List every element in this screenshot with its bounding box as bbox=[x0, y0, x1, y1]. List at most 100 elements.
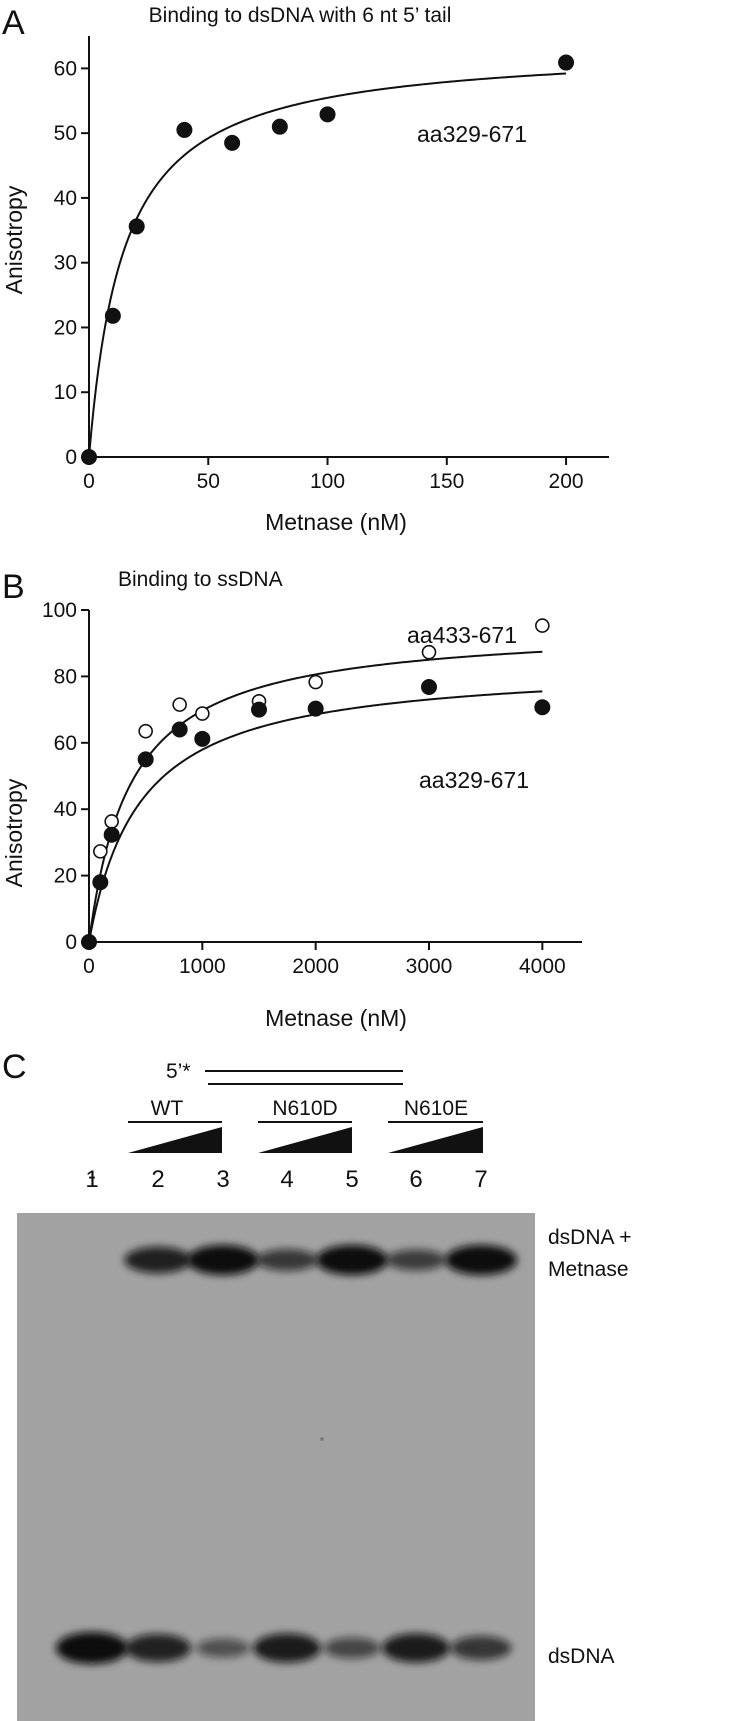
panel-b-data-point-aa433-671 bbox=[93, 844, 108, 859]
panel-c-gel-figure: C 5’* WT N610D N610E - 1 2 3 4 5 6 7 dsDNA + Met… bbox=[2, 1048, 631, 1721]
panel-a-data-point-aa329-671 bbox=[81, 449, 97, 465]
band-label-complex-line2: Metnase bbox=[548, 1258, 629, 1281]
band-complex-lane-3 bbox=[187, 1245, 259, 1275]
lane-group-N610D: N610D bbox=[258, 1097, 352, 1153]
lane-number-7: 7 bbox=[474, 1166, 487, 1193]
band-complex-lane-7 bbox=[445, 1245, 517, 1275]
panel-b-title: Binding to ssDNA bbox=[118, 568, 283, 591]
band-label-complex-line1: dsDNA + bbox=[548, 1226, 631, 1249]
panel-a-fit-curve-aa329-671 bbox=[88, 72, 567, 458]
lane-numbers: 1 2 3 4 5 6 7 bbox=[85, 1166, 487, 1193]
lane-group-N610E: N610E bbox=[388, 1097, 483, 1153]
panel-a-y-tick-label: 30 bbox=[54, 252, 77, 275]
panel-a-x-tick-label: 50 bbox=[197, 470, 220, 493]
panel-b-y-tick-label: 80 bbox=[54, 665, 77, 688]
panel-b-y-tick-label: 20 bbox=[54, 865, 77, 888]
lane-number-5: 5 bbox=[345, 1166, 358, 1193]
band-free-lane-6 bbox=[382, 1633, 450, 1663]
panel-b-fit-curve-aa329-671 bbox=[88, 690, 543, 943]
panel-a-chart: A Binding to dsDNA with 6 nt 5’ tail Ani… bbox=[1, 4, 609, 535]
band-free-lane-1 bbox=[56, 1632, 128, 1664]
panel-c-letter: C bbox=[2, 1048, 27, 1086]
panel-b-y-tick-label: 60 bbox=[54, 732, 77, 755]
panel-b-series-label-aa433-671: aa433-671 bbox=[407, 622, 517, 648]
panel-a-y-tick-label: 20 bbox=[54, 316, 77, 339]
panel-b-y-tick-label: 100 bbox=[42, 599, 77, 622]
lane-groups: WT N610D N610E bbox=[128, 1097, 483, 1153]
panel-b-data-point-aa329-671 bbox=[534, 699, 551, 716]
panel-b-chart: B Binding to ssDNA Anisotropy Metnase (n… bbox=[1, 568, 582, 1031]
panel-b-data-point-aa433-671 bbox=[195, 706, 210, 721]
band-label-free: dsDNA bbox=[548, 1645, 615, 1668]
concentration-wedge-WT bbox=[128, 1127, 222, 1153]
panel-a-y-tick-label: 10 bbox=[54, 381, 77, 404]
lane-group-WT: WT bbox=[128, 1097, 222, 1153]
panel-b-data-point-aa329-671 bbox=[251, 701, 267, 718]
panel-b-data-point-aa329-671 bbox=[81, 934, 97, 950]
panel-b-data-point-aa329-671 bbox=[421, 679, 437, 696]
panel-a-plot-area: 0 50 100 150 200 0 10 20 30 40 50 60 bbox=[54, 36, 609, 493]
panel-b-data-point-aa329-671 bbox=[171, 721, 188, 738]
panel-b-letter: B bbox=[2, 568, 25, 606]
panel-b-data-point-aa433-671 bbox=[421, 644, 437, 660]
panel-a-y-tick-label: 40 bbox=[54, 187, 77, 210]
lane-marker-no-protein: - bbox=[88, 1163, 96, 1190]
band-free-lane-7 bbox=[450, 1636, 512, 1660]
panel-a-y-tick-label: 0 bbox=[65, 446, 77, 469]
band-free-lane-2 bbox=[124, 1634, 192, 1662]
panel-b-data-point-aa329-671 bbox=[103, 826, 120, 843]
band-free-lane-3 bbox=[196, 1638, 250, 1658]
lane-number-6: 6 bbox=[409, 1166, 422, 1193]
panel-a-data-point-aa329-671 bbox=[176, 121, 193, 138]
panel-a-x-axis-label: Metnase (nM) bbox=[265, 509, 407, 535]
band-complex-lane-6 bbox=[386, 1249, 446, 1271]
panel-a-x-tick-label: 0 bbox=[83, 470, 95, 493]
panel-b-x-tick-label: 1000 bbox=[179, 955, 226, 978]
panel-b-x-axis-label: Metnase (nM) bbox=[265, 1005, 407, 1031]
substrate-diagram: 5’* bbox=[166, 1060, 403, 1085]
group-label-N610E: N610E bbox=[404, 1097, 468, 1120]
lane-number-4: 4 bbox=[280, 1166, 293, 1193]
concentration-wedge-N610E bbox=[388, 1127, 483, 1153]
lane-number-1: 1 bbox=[85, 1166, 98, 1193]
panel-b-x-tick-label: 3000 bbox=[406, 955, 453, 978]
panel-b-plot-area: 0 1000 2000 3000 4000 0 20 40 60 80 100 bbox=[42, 599, 582, 978]
substrate-label: 5’* bbox=[166, 1060, 191, 1083]
panel-b-fit-curve-aa433-671 bbox=[88, 650, 543, 943]
concentration-wedge-N610D bbox=[258, 1127, 352, 1153]
panel-b-y-tick-label: 0 bbox=[65, 931, 77, 954]
panel-a-x-tick-label: 200 bbox=[549, 470, 584, 493]
panel-a-letter: A bbox=[2, 4, 25, 42]
gel-bands bbox=[56, 1245, 517, 1664]
panel-b-y-axis-label: Anisotropy bbox=[1, 778, 27, 887]
panel-a-title: Binding to dsDNA with 6 nt 5’ tail bbox=[149, 4, 452, 27]
group-label-WT: WT bbox=[151, 1097, 184, 1120]
band-free-lane-4 bbox=[253, 1633, 321, 1663]
panel-a-y-tick-label: 60 bbox=[54, 57, 77, 80]
panel-a-x-tick-label: 150 bbox=[429, 470, 464, 493]
lane-number-2: 2 bbox=[151, 1166, 164, 1193]
panel-a-data-point-aa329-671 bbox=[224, 134, 241, 151]
panel-b-x-tick-label: 0 bbox=[83, 955, 95, 978]
panel-b-x-tick-label: 2000 bbox=[292, 955, 339, 978]
panel-b-data-point-aa433-671 bbox=[172, 697, 187, 712]
band-complex-lane-2 bbox=[124, 1246, 192, 1274]
gel-image bbox=[17, 1213, 535, 1721]
lane-number-3: 3 bbox=[216, 1166, 229, 1193]
panel-a-y-axis-label: Anisotropy bbox=[1, 185, 27, 294]
panel-b-data-point-aa433-671 bbox=[104, 814, 119, 829]
panel-a-data-point-aa329-671 bbox=[104, 307, 121, 324]
panel-a-x-tick-label: 100 bbox=[310, 470, 345, 493]
panel-b-series-label-aa329-671: aa329-671 bbox=[419, 767, 529, 793]
panel-a-data-point-aa329-671 bbox=[128, 218, 145, 235]
panel-b-x-tick-label: 4000 bbox=[519, 955, 566, 978]
panel-a-data-point-aa329-671 bbox=[319, 106, 336, 123]
panel-a-data-point-aa329-671 bbox=[271, 118, 288, 135]
panel-b-data-point-aa329-671 bbox=[137, 751, 154, 768]
panel-a-series-label-aa329-671: aa329-671 bbox=[417, 121, 527, 147]
panel-b-data-point-aa433-671 bbox=[138, 723, 153, 739]
band-free-lane-5 bbox=[323, 1637, 381, 1659]
panel-b-data-point-aa329-671 bbox=[194, 730, 211, 747]
band-complex-lane-4 bbox=[256, 1249, 318, 1271]
panel-b-data-point-aa433-671 bbox=[535, 618, 550, 633]
